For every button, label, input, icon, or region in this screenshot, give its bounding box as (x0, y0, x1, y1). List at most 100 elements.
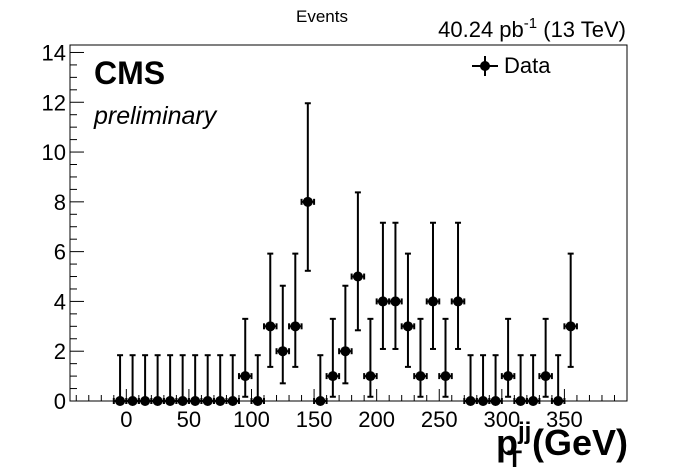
data-marker (202, 396, 213, 406)
x-tick-label: 300 (483, 407, 520, 432)
data-marker (352, 271, 363, 282)
data-point (263, 252, 278, 368)
data-marker (377, 296, 388, 307)
data-point (525, 354, 541, 406)
legend-marker (480, 61, 490, 71)
experiment-label: CMS (94, 55, 165, 91)
data-point (413, 317, 428, 398)
data-point (450, 221, 466, 350)
lumi-superscript: -1 (524, 15, 537, 32)
status-label: preliminary (93, 102, 218, 130)
data-point (388, 221, 403, 350)
data-point (325, 317, 341, 398)
data-marker (165, 396, 176, 406)
data-marker (240, 371, 251, 382)
data-point (300, 102, 316, 272)
data-marker (553, 396, 564, 406)
data-marker (415, 371, 426, 382)
data-series (112, 102, 578, 406)
y-tick-label: 8 (54, 190, 66, 215)
data-point (112, 354, 128, 406)
data-marker (402, 321, 413, 332)
x-tick-label: 200 (358, 407, 395, 432)
y-tick-label: 2 (54, 339, 66, 364)
lumi-value: 40.24 pb (438, 17, 524, 42)
data-point (350, 191, 366, 332)
data-point (425, 221, 441, 350)
y-tick-label: 6 (54, 240, 66, 265)
data-marker (152, 396, 163, 406)
data-point (463, 354, 478, 406)
y-axis-label: Events (296, 7, 348, 26)
x-tick-labels: 0 50 100 150 200 250 300 350 (120, 407, 583, 432)
data-marker (315, 396, 326, 406)
data-marker (427, 296, 438, 307)
data-marker (115, 396, 126, 406)
lumi-energy: (13 TeV) (543, 17, 626, 42)
data-marker (177, 396, 188, 406)
data-marker (127, 396, 138, 406)
data-marker (277, 346, 288, 357)
data-point (563, 252, 578, 368)
data-point (363, 317, 378, 398)
data-point (125, 354, 140, 406)
data-point (225, 354, 240, 406)
x-axis-title: pjj T (GeV) (496, 418, 628, 472)
data-marker (565, 321, 576, 332)
data-point (250, 354, 266, 406)
data-marker (327, 371, 338, 382)
data-point (400, 252, 416, 368)
plot-frame-border (69, 44, 628, 402)
y-tick-label: 12 (42, 90, 66, 115)
data-point (538, 317, 553, 398)
data-point (488, 354, 503, 406)
legend-entry-data: Data (504, 53, 551, 78)
data-marker (503, 371, 514, 382)
data-marker (140, 396, 151, 406)
luminosity-label: 40.24 pb-1 (13 TeV) (438, 15, 626, 42)
y-tick-label: 0 (54, 389, 66, 414)
data-point (275, 284, 291, 385)
data-point (500, 317, 516, 398)
data-marker (290, 321, 301, 332)
data-marker (190, 396, 201, 406)
data-marker (302, 196, 313, 207)
data-marker (515, 396, 526, 406)
data-point (338, 284, 353, 385)
data-marker (340, 346, 351, 357)
y-tick-labels: 0 2 4 6 8 10 12 14 (42, 40, 66, 414)
data-marker (390, 296, 401, 307)
y-tick-label: 10 (42, 140, 66, 165)
x-tick-label: 0 (120, 407, 132, 432)
data-marker (440, 371, 451, 382)
data-marker (465, 396, 476, 406)
data-marker (540, 371, 551, 382)
data-marker (252, 396, 263, 406)
x-tick-label: 250 (421, 407, 458, 432)
data-point (237, 317, 253, 398)
legend: Data (472, 53, 551, 78)
data-marker (365, 371, 376, 382)
data-marker (478, 396, 489, 406)
x-tick-label: 100 (233, 407, 270, 432)
data-marker (227, 396, 238, 406)
data-marker (490, 396, 501, 406)
x-axis-title-sub: T (507, 446, 522, 472)
x-axis-title-main: p (496, 422, 518, 463)
y-tick-label: 4 (54, 289, 66, 314)
x-tick-label: 50 (177, 407, 201, 432)
plot-frame (69, 44, 628, 402)
y-tick-label: 14 (42, 40, 66, 65)
data-point (313, 354, 328, 406)
data-marker (215, 396, 226, 406)
data-point (550, 354, 566, 406)
data-point (438, 317, 453, 398)
x-tick-label: 350 (546, 407, 583, 432)
data-marker (265, 321, 276, 332)
x-axis-title-unit: (GeV) (532, 422, 628, 463)
x-tick-label: 150 (296, 407, 333, 432)
x-axis-title-sup: jj (517, 418, 531, 445)
data-marker (528, 396, 539, 406)
